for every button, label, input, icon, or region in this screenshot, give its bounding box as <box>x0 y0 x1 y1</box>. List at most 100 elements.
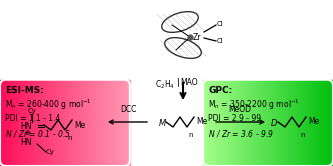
Bar <box>260 80 262 166</box>
Text: MeOD: MeOD <box>228 105 251 114</box>
Bar <box>206 80 207 166</box>
Bar <box>269 80 271 166</box>
Bar <box>213 80 215 166</box>
Bar <box>5 80 7 166</box>
Bar <box>30 80 32 166</box>
Bar <box>277 80 279 166</box>
Bar <box>60 80 62 166</box>
Bar <box>268 80 270 166</box>
Bar <box>127 80 129 166</box>
Bar <box>17 80 19 166</box>
Bar <box>232 80 233 166</box>
Bar <box>12 80 14 166</box>
Bar <box>22 80 24 166</box>
Bar <box>255 80 257 166</box>
Text: PDI = 1.1 - 1.4: PDI = 1.1 - 1.4 <box>5 114 60 123</box>
Bar <box>73 80 75 166</box>
Bar <box>273 80 275 166</box>
Bar <box>314 80 315 166</box>
Bar <box>56 80 58 166</box>
Bar <box>216 80 218 166</box>
Bar <box>282 80 284 166</box>
Bar <box>10 80 12 166</box>
Text: Cl: Cl <box>217 38 224 44</box>
Text: n: n <box>68 135 72 141</box>
Bar <box>294 80 296 166</box>
Bar <box>330 80 332 166</box>
Bar <box>250 80 252 166</box>
Bar <box>43 80 45 166</box>
Bar <box>40 80 42 166</box>
Bar <box>47 80 49 166</box>
Bar <box>16 80 17 166</box>
Bar <box>228 80 230 166</box>
Bar <box>112 80 114 166</box>
Bar <box>104 80 106 166</box>
Bar <box>264 80 266 166</box>
Bar <box>297 80 298 166</box>
Bar <box>66 80 68 166</box>
Bar <box>220 80 222 166</box>
Bar <box>299 80 301 166</box>
Bar <box>75 80 77 166</box>
Bar <box>234 80 236 166</box>
Bar <box>72 80 73 166</box>
Text: Cl: Cl <box>217 21 224 27</box>
Bar <box>68 80 69 166</box>
Bar <box>31 80 33 166</box>
Text: HN: HN <box>20 138 32 147</box>
Text: $D$: $D$ <box>270 117 278 127</box>
Bar <box>286 80 288 166</box>
Text: Cy: Cy <box>46 149 55 155</box>
Bar <box>271 80 272 166</box>
Bar <box>316 80 318 166</box>
Bar <box>215 80 217 166</box>
Bar <box>111 80 112 166</box>
Bar <box>254 80 256 166</box>
Bar <box>26 80 28 166</box>
Bar <box>236 80 237 166</box>
Bar <box>94 80 95 166</box>
Bar <box>325 80 327 166</box>
Bar <box>65 80 67 166</box>
Bar <box>217 80 219 166</box>
Text: M$_n$ = 260-400 g mol$^{-1}$: M$_n$ = 260-400 g mol$^{-1}$ <box>5 98 92 112</box>
Bar <box>13 80 15 166</box>
Bar <box>237 80 239 166</box>
Bar <box>274 80 276 166</box>
Bar <box>225 80 227 166</box>
Text: HN: HN <box>20 122 32 131</box>
Bar <box>113 80 115 166</box>
Bar <box>315 80 317 166</box>
Bar <box>329 80 331 166</box>
Bar <box>36 80 38 166</box>
Bar <box>4 80 6 166</box>
Bar <box>48 80 50 166</box>
Bar <box>304 80 306 166</box>
Bar <box>57 80 59 166</box>
Text: Me: Me <box>196 117 207 125</box>
Bar <box>49 80 51 166</box>
Bar <box>284 80 285 166</box>
Bar <box>310 80 311 166</box>
Bar <box>219 80 220 166</box>
Bar <box>99 80 101 166</box>
Bar <box>211 80 213 166</box>
Bar <box>91 80 93 166</box>
Bar <box>241 80 243 166</box>
Bar <box>21 80 23 166</box>
Bar <box>258 80 259 166</box>
Text: Zr: Zr <box>193 33 201 42</box>
Bar <box>243 80 245 166</box>
Bar <box>203 80 205 166</box>
Text: |: | <box>177 78 180 87</box>
Bar <box>29 80 30 166</box>
Bar <box>69 80 71 166</box>
Bar <box>86 80 88 166</box>
Text: $N$ / Zr = 3.6 - 9.9: $N$ / Zr = 3.6 - 9.9 <box>208 128 274 139</box>
Bar <box>27 80 29 166</box>
Bar <box>120 80 121 166</box>
Bar <box>19 80 21 166</box>
Bar <box>319 80 321 166</box>
Bar <box>307 80 309 166</box>
